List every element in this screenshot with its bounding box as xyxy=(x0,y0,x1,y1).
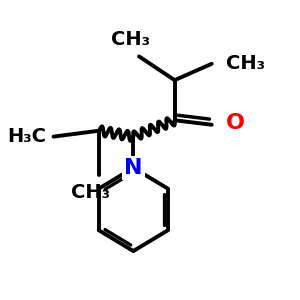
Text: H₃C: H₃C xyxy=(8,127,46,146)
Text: CH₃: CH₃ xyxy=(226,54,265,73)
Text: N: N xyxy=(124,158,142,178)
Text: CH₃: CH₃ xyxy=(71,183,110,202)
Text: CH₃: CH₃ xyxy=(111,30,150,49)
Text: O: O xyxy=(226,113,245,133)
